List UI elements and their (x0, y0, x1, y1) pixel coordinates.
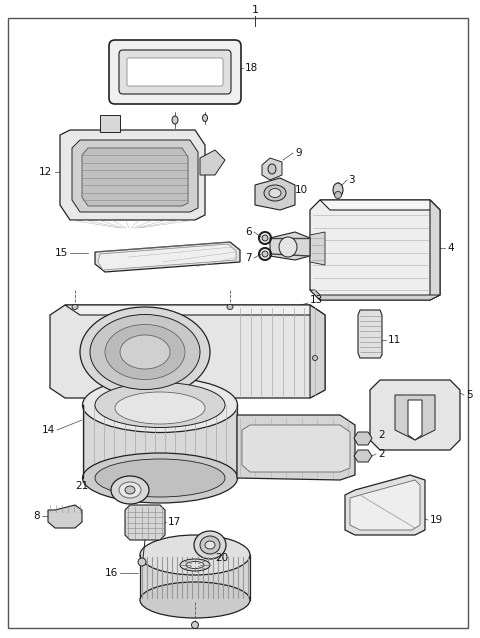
Ellipse shape (262, 235, 268, 241)
FancyBboxPatch shape (109, 40, 241, 104)
Polygon shape (320, 200, 440, 210)
Polygon shape (350, 480, 420, 530)
Text: 2: 2 (378, 449, 384, 459)
Ellipse shape (90, 315, 200, 390)
Ellipse shape (172, 116, 178, 124)
Polygon shape (242, 425, 350, 472)
Text: 16: 16 (105, 568, 118, 578)
Polygon shape (310, 232, 325, 265)
Ellipse shape (83, 453, 238, 503)
Polygon shape (262, 158, 282, 180)
Ellipse shape (138, 558, 146, 566)
Polygon shape (60, 130, 205, 220)
Ellipse shape (80, 307, 210, 397)
Ellipse shape (269, 188, 281, 198)
Ellipse shape (335, 191, 341, 198)
Text: 7: 7 (245, 253, 252, 263)
FancyBboxPatch shape (119, 50, 231, 94)
Text: 4: 4 (447, 243, 454, 253)
Text: 6: 6 (245, 227, 252, 237)
Polygon shape (50, 305, 325, 398)
Ellipse shape (268, 164, 276, 174)
Text: 18: 18 (245, 63, 258, 73)
Polygon shape (237, 415, 355, 480)
Ellipse shape (72, 304, 78, 309)
Text: 5: 5 (466, 390, 473, 400)
Ellipse shape (140, 582, 250, 618)
Ellipse shape (95, 459, 225, 497)
Text: 19: 19 (430, 515, 443, 525)
Text: 1: 1 (252, 5, 259, 15)
Polygon shape (430, 200, 440, 300)
Text: 21: 21 (75, 481, 88, 491)
Text: 3: 3 (348, 175, 355, 185)
Ellipse shape (115, 392, 205, 424)
Text: 9: 9 (295, 148, 301, 158)
Polygon shape (100, 115, 120, 132)
Polygon shape (82, 148, 188, 206)
Polygon shape (370, 380, 460, 450)
Ellipse shape (200, 536, 220, 554)
Polygon shape (65, 305, 325, 315)
Polygon shape (354, 432, 372, 445)
Polygon shape (345, 475, 425, 535)
Ellipse shape (186, 561, 204, 568)
Polygon shape (358, 310, 382, 358)
Ellipse shape (180, 559, 210, 571)
Polygon shape (83, 405, 237, 478)
Ellipse shape (140, 535, 250, 575)
Polygon shape (270, 232, 310, 260)
Text: 13: 13 (310, 295, 323, 305)
Polygon shape (354, 450, 372, 462)
Ellipse shape (279, 237, 297, 257)
Ellipse shape (205, 541, 215, 549)
Ellipse shape (120, 335, 170, 369)
Text: 14: 14 (42, 425, 55, 435)
Polygon shape (48, 505, 82, 528)
Ellipse shape (105, 325, 185, 380)
Ellipse shape (264, 185, 286, 201)
Polygon shape (125, 505, 165, 540)
Ellipse shape (262, 251, 268, 257)
Polygon shape (310, 305, 325, 398)
Ellipse shape (95, 383, 225, 427)
Text: 8: 8 (34, 511, 40, 521)
Polygon shape (140, 555, 250, 600)
Text: 12: 12 (39, 167, 52, 177)
Ellipse shape (125, 486, 135, 494)
Polygon shape (310, 200, 440, 300)
Text: 15: 15 (55, 248, 68, 258)
Polygon shape (395, 395, 435, 440)
Text: 17: 17 (168, 517, 181, 527)
Ellipse shape (203, 114, 207, 121)
Polygon shape (255, 178, 295, 210)
Text: 2: 2 (378, 430, 384, 440)
Text: 11: 11 (388, 335, 401, 345)
Ellipse shape (192, 621, 199, 628)
FancyBboxPatch shape (127, 58, 223, 86)
Polygon shape (408, 400, 422, 440)
Ellipse shape (312, 355, 317, 360)
Ellipse shape (194, 531, 226, 559)
Ellipse shape (333, 183, 343, 197)
Ellipse shape (227, 304, 233, 309)
Polygon shape (72, 140, 198, 212)
Polygon shape (95, 242, 240, 272)
Polygon shape (98, 244, 236, 270)
Polygon shape (200, 150, 225, 175)
Text: 10: 10 (295, 185, 308, 195)
Ellipse shape (119, 482, 141, 498)
Ellipse shape (83, 378, 238, 433)
Polygon shape (310, 290, 440, 300)
Ellipse shape (111, 476, 149, 504)
Text: 20: 20 (215, 553, 228, 563)
